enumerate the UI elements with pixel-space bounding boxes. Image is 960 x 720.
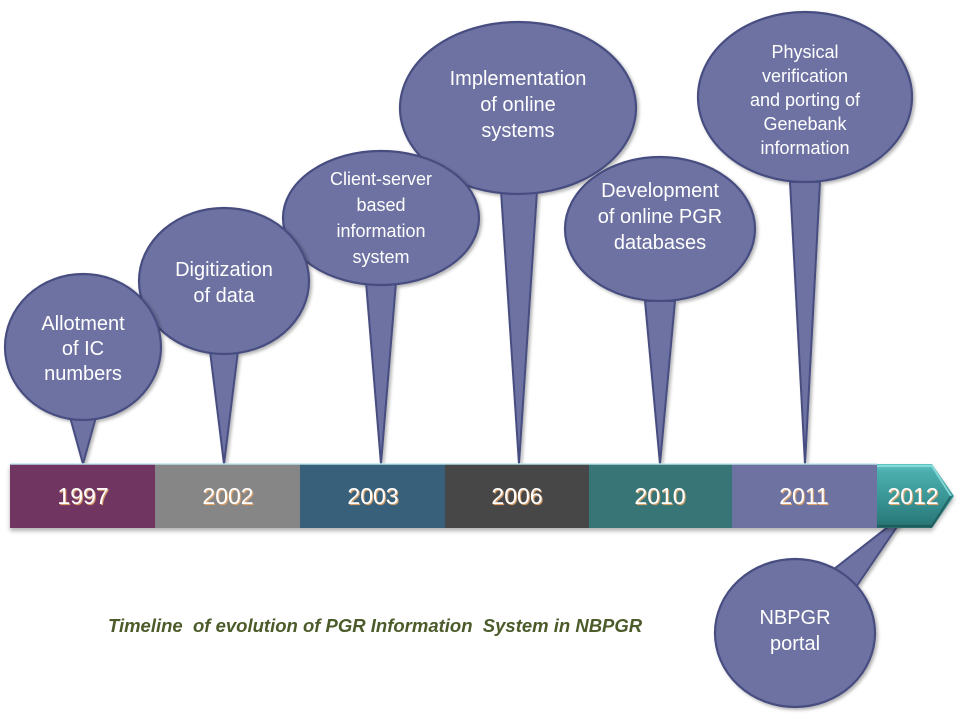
svg-text:2011: 2011 — [779, 483, 828, 509]
svg-text:2002: 2002 — [202, 483, 253, 509]
svg-text:2010: 2010 — [634, 483, 685, 509]
svg-text:2006: 2006 — [491, 483, 542, 509]
svg-text:2003: 2003 — [347, 483, 398, 509]
svg-text:2012: 2012 — [887, 483, 938, 509]
svg-text:1997: 1997 — [57, 483, 108, 509]
